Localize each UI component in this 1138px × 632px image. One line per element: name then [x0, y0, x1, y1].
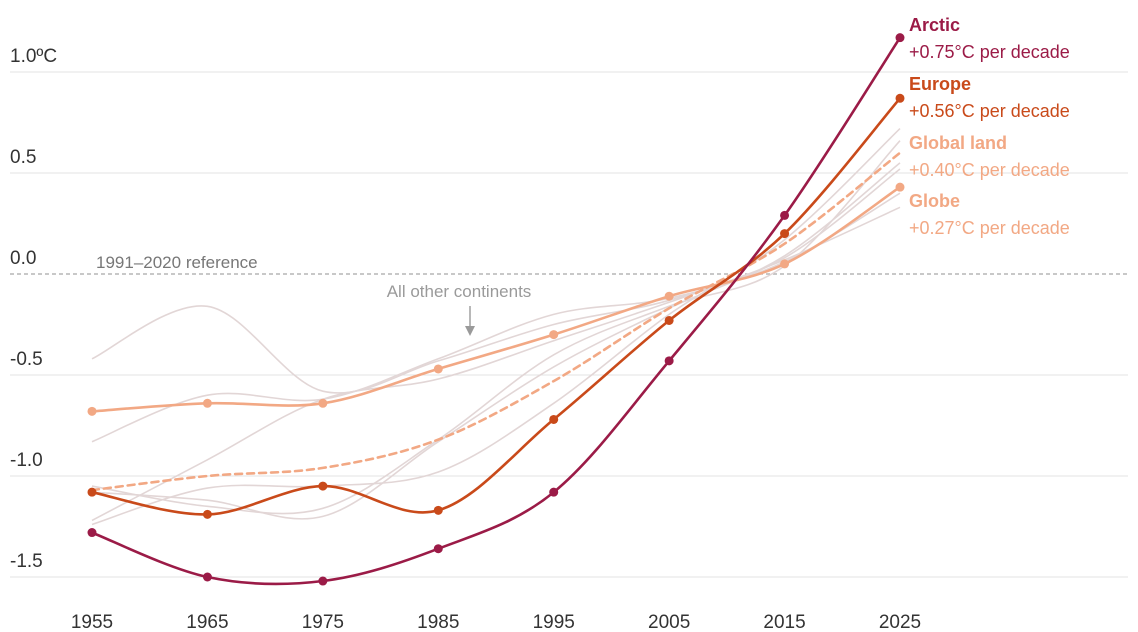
- arctic-point: [549, 487, 559, 497]
- y-tick-label: -1.0: [10, 450, 43, 471]
- arctic-rate-label: +0.75°C per decade: [909, 42, 1070, 62]
- x-tick-label: 2015: [763, 612, 805, 632]
- reference-line-group: 1991–2020 reference: [10, 253, 1128, 275]
- globe-point: [433, 364, 443, 374]
- series-labels: Arctic +0.75°C per decade Europe +0.56°C pe…: [909, 15, 1070, 238]
- arctic-point: [202, 572, 212, 582]
- other-continent-line: [91, 162, 901, 520]
- globe-rate-label: +0.27°C per decade: [909, 218, 1070, 238]
- other-continent-line: [91, 128, 901, 526]
- arctic-point: [318, 576, 328, 586]
- arctic-point: [780, 210, 790, 220]
- global-land-line: [90, 151, 902, 492]
- europe-point: [549, 414, 559, 424]
- globe-point: [895, 182, 905, 192]
- arctic-point: [433, 544, 443, 554]
- arctic-point: [895, 33, 905, 43]
- other-continent-line: [91, 192, 901, 443]
- y-tick-label: 1.0ºC: [10, 46, 57, 67]
- other-continents-label: All other continents: [387, 282, 532, 301]
- series-lines: [87, 33, 905, 586]
- europe-point: [895, 93, 905, 103]
- y-tick-label: -0.5: [10, 349, 43, 370]
- grid-lines: [10, 71, 1128, 578]
- europe-point: [87, 487, 97, 497]
- global-land-label: Global land: [909, 133, 1007, 153]
- europe-rate-label: +0.56°C per decade: [909, 101, 1070, 121]
- europe-point: [318, 481, 328, 491]
- x-axis-ticks: 1955 1965 1975 1985 1995 2005 2015 2025: [71, 612, 921, 632]
- other-continent-line: [91, 140, 901, 515]
- globe-point: [780, 259, 790, 269]
- x-tick-label: 1985: [417, 612, 459, 632]
- other-continents-lines: [91, 128, 901, 526]
- x-tick-label: 1975: [302, 612, 344, 632]
- x-tick-label: 2005: [648, 612, 690, 632]
- globe-point: [664, 291, 674, 301]
- globe-point: [318, 398, 328, 408]
- x-tick-label: 2025: [879, 612, 921, 632]
- reference-line-label: 1991–2020 reference: [96, 253, 258, 272]
- annotation-arrow-head: [465, 326, 475, 336]
- europe-label: Europe: [909, 74, 971, 94]
- other-continent-line: [91, 206, 901, 522]
- europe-line: [90, 97, 902, 516]
- globe-line: [90, 185, 902, 413]
- other-continent-line: [91, 168, 901, 394]
- globe-point: [549, 330, 559, 340]
- y-tick-label: -1.5: [10, 551, 43, 572]
- arctic-point: [664, 356, 674, 366]
- arctic-point: [87, 528, 97, 538]
- arctic-label: Arctic: [909, 15, 960, 35]
- globe-point: [87, 406, 97, 416]
- globe-point: [202, 398, 212, 408]
- europe-point: [664, 315, 674, 325]
- other-continents-annotation: All other continents: [387, 282, 532, 336]
- y-axis-ticks: 1.0ºC 0.5 0.0 -0.5 -1.0 -1.5: [10, 46, 57, 572]
- arctic-line: [90, 36, 902, 586]
- x-tick-label: 1965: [186, 612, 228, 632]
- globe-label: Globe: [909, 191, 960, 211]
- europe-point: [780, 229, 790, 239]
- y-tick-label: 0.5: [10, 147, 36, 168]
- x-tick-label: 1995: [533, 612, 575, 632]
- europe-point: [433, 505, 443, 515]
- x-tick-label: 1955: [71, 612, 113, 632]
- global-land-rate-label: +0.40°C per decade: [909, 160, 1070, 180]
- y-tick-label: 0.0: [10, 248, 36, 269]
- europe-point: [202, 509, 212, 519]
